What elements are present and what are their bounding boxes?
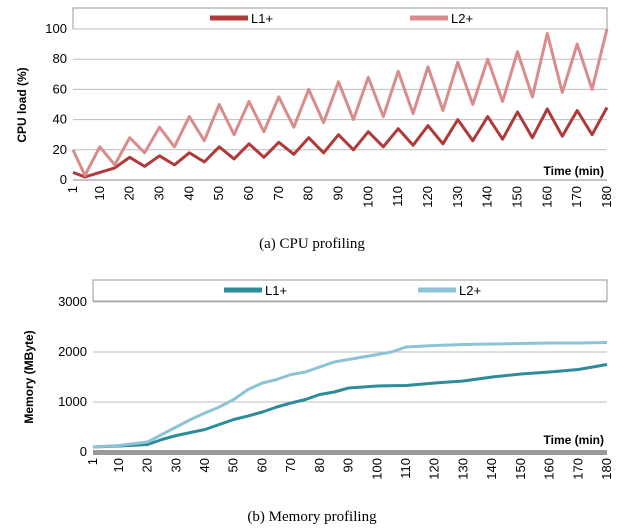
cpu-legend-label-l2: L2+ (451, 11, 473, 26)
cpu-y-ticks: 0 20 40 60 80 100 (45, 21, 67, 187)
cpu-legend-box (72, 7, 608, 30)
memory-x-tick-label-5: 50 (226, 458, 241, 472)
cpu-series-line-2 (71, 28, 609, 177)
memory-x-tick-label-14: 140 (484, 458, 499, 480)
cpu-x-tick-label-11: 110 (390, 186, 405, 207)
cpu-x-axis-title: Time (min) (544, 164, 604, 178)
cpu-x-ticks: 1 10 20 30 40 50 60 70 80 90 100 110 120 130 140 150 160… (65, 186, 614, 208)
memory-x-tick-label-16: 160 (542, 458, 557, 480)
cpu-x-tick-label-12: 120 (420, 186, 435, 208)
memory-x-tick-label-18: 180 (599, 458, 614, 480)
memory-series (92, 341, 608, 449)
memory-x-tick-label-15: 150 (513, 458, 528, 480)
cpu-legend-label-l1: L1+ (251, 11, 273, 26)
cpu-y-tick-label-0: 0 (60, 172, 67, 187)
cpu-x-tick-label-16: 160 (539, 186, 554, 208)
cpu-y-tick-label-2: 40 (53, 112, 67, 127)
cpu-grid (73, 28, 607, 181)
cpu-x-tick-label-3: 30 (152, 186, 167, 200)
memory-y-tick-label-2: 2000 (58, 344, 87, 359)
memory-series-line-2 (92, 341, 608, 449)
memory-x-tick-label-0: 1 (85, 458, 100, 465)
memory-x-tick-label-6: 60 (254, 458, 269, 472)
cpu-x-tick-label-4: 40 (181, 186, 196, 200)
cpu-x-tick-label-9: 90 (331, 186, 346, 200)
cpu-x-tick-label-10: 100 (360, 186, 375, 208)
cpu-y-axis-title: CPU load (%) (15, 67, 29, 142)
cpu-y-tick-label-3: 60 (53, 81, 67, 96)
memory-x-axis-band (93, 450, 607, 455)
memory-x-tick-label-3: 30 (168, 458, 183, 472)
cpu-x-tick-label-6: 60 (241, 186, 256, 200)
cpu-series-line-1 (72, 106, 609, 179)
memory-x-tick-label-12: 120 (427, 458, 442, 480)
memory-x-ticks: 1 10 20 30 40 50 60 70 80 90 100 110 120 130 140 150 160… (85, 458, 614, 480)
cpu-y-tick-label-4: 80 (53, 51, 67, 66)
memory-x-tick-label-8: 80 (312, 458, 327, 472)
cpu-series (71, 28, 609, 179)
memory-x-axis-title: Time (min) (544, 433, 604, 447)
memory-y-axis-title: Memory (MByte) (22, 330, 36, 423)
memory-x-tick-label-4: 40 (197, 458, 212, 472)
memory-y-tick-label-1: 1000 (58, 394, 87, 409)
cpu-y-tick-label-1: 20 (53, 142, 67, 157)
memory-legend-label-l1: L1+ (265, 283, 287, 298)
cpu-x-tick-label-8: 80 (301, 186, 316, 200)
memory-x-tick-label-10: 100 (369, 458, 384, 480)
cpu-x-tick-label-13: 130 (450, 186, 465, 208)
cpu-caption: (a) CPU profiling (259, 236, 365, 252)
memory-x-tick-label-17: 170 (570, 458, 585, 480)
cpu-x-tick-label-1: 10 (92, 186, 107, 200)
cpu-x-tick-label-17: 170 (569, 186, 584, 208)
memory-x-tick-label-1: 10 (111, 458, 126, 472)
memory-series-line-1 (92, 363, 608, 449)
memory-x-tick-label-11: 110 (398, 458, 413, 479)
cpu-x-tick-label-18: 180 (599, 186, 614, 208)
cpu-x-tick-label-14: 140 (480, 186, 495, 208)
memory-caption: (b) Memory profiling (247, 509, 377, 525)
cpu-x-tick-label-15: 150 (510, 186, 525, 208)
memory-x-tick-label-2: 20 (140, 458, 155, 472)
memory-legend-label-l2: L2+ (459, 283, 481, 298)
cpu-x-tick-label-0: 1 (65, 186, 80, 193)
cpu-x-tick-label-2: 20 (122, 186, 137, 200)
memory-x-tick-label-13: 130 (455, 458, 470, 480)
memory-x-tick-label-7: 70 (283, 458, 298, 472)
cpu-x-tick-label-5: 50 (211, 186, 226, 200)
cpu-x-tick-label-7: 70 (271, 186, 286, 200)
cpu-y-tick-label-5: 100 (45, 21, 67, 36)
memory-x-tick-label-9: 90 (341, 458, 356, 472)
memory-y-tick-label-0: 0 (80, 444, 87, 459)
memory-legend-box (92, 279, 608, 302)
memory-y-tick-label-3: 3000 (58, 294, 87, 309)
memory-y-ticks: 0 1000 2000 3000 (58, 294, 87, 459)
